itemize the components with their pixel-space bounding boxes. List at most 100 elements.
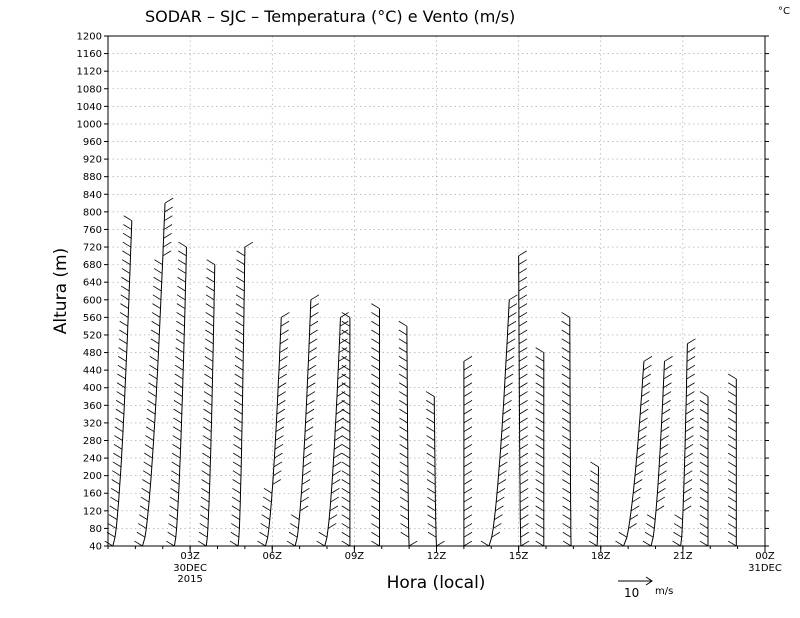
wind-shaft xyxy=(680,343,688,547)
wind-barb-tick xyxy=(400,523,409,529)
wind-barb-tick xyxy=(122,250,131,257)
wind-barb-tick xyxy=(290,514,300,520)
wind-barb-tick xyxy=(519,443,529,450)
wind-barb-tick xyxy=(175,338,185,345)
wind-barb-tick xyxy=(274,443,284,450)
wind-barb-tick xyxy=(174,391,183,397)
y-tick-label: 1200 xyxy=(77,32,102,43)
wind-barb-tick xyxy=(519,452,529,459)
wind-barb-tick xyxy=(310,294,320,301)
wind-barb-tick xyxy=(535,523,544,529)
wind-barb-tick xyxy=(144,452,153,459)
wind-barb-tick xyxy=(339,320,349,327)
wind-barb-tick xyxy=(631,496,641,503)
wind-barb-tick xyxy=(301,487,310,494)
wind-barb-tick xyxy=(501,426,511,433)
wind-barb-tick xyxy=(463,417,473,424)
wind-barb-tick xyxy=(426,461,436,468)
wind-shaft xyxy=(112,220,133,547)
y-tick-label: 40 xyxy=(89,542,102,553)
wind-barb-tick xyxy=(175,356,184,362)
wind-barb-tick xyxy=(123,224,132,230)
wind-barb-tick xyxy=(480,540,490,547)
wind-barb-tick xyxy=(318,531,328,538)
wind-barb-tick xyxy=(727,391,737,397)
x-tick-label: 15Z xyxy=(509,551,529,562)
wind-barb-tick xyxy=(235,312,245,318)
wind-barb-tick xyxy=(173,400,183,406)
wind-barb-tick xyxy=(108,514,118,520)
wind-barb-tick xyxy=(633,479,643,485)
wind-barb-tick xyxy=(341,400,351,406)
wind-barb-tick xyxy=(562,496,571,503)
y-axis-ticks: 40 80 120 160 200 240 280 320 360 400 440 480 520 560… xyxy=(77,32,769,553)
wind-barb-tick xyxy=(341,312,351,318)
wind-barb-tick xyxy=(117,364,127,371)
wind-barb-tick xyxy=(535,364,544,371)
wind-barb-tick xyxy=(273,461,283,468)
wind-barb-tick xyxy=(427,523,437,529)
wind-barb-tick xyxy=(204,356,214,362)
wind-barb-tick xyxy=(497,479,507,485)
wind-barb-tick xyxy=(519,487,529,494)
wind-barb-tick xyxy=(338,347,348,353)
wind-barb-tick xyxy=(399,452,409,459)
wind-barb-tick xyxy=(163,241,172,248)
wind-barb-tick xyxy=(644,531,654,538)
wind-barb-tick xyxy=(280,320,290,327)
wind-barb-tick xyxy=(341,470,351,476)
wind-barb-tick xyxy=(506,338,516,345)
wind-barb-tick xyxy=(199,523,209,529)
wind-barb-tick xyxy=(341,523,351,529)
wind-barb-tick xyxy=(279,347,289,353)
wind-barb-tick xyxy=(661,408,671,415)
wind-barb-tick xyxy=(143,461,153,468)
wind-barb-tick xyxy=(659,443,669,450)
wind-barb-tick xyxy=(727,496,737,503)
wind-barb-tick xyxy=(502,408,512,415)
wind-barb-tick xyxy=(502,417,511,424)
wind-barb-tick xyxy=(174,364,184,371)
corner-unit-label: °C xyxy=(778,6,790,17)
wind-barb-tick xyxy=(109,505,119,512)
wind-shaft xyxy=(324,317,341,547)
wind-barb-tick xyxy=(463,364,473,371)
wind-barb-tick xyxy=(206,259,216,265)
wind-barb-tick xyxy=(699,400,709,406)
wind-barb-tick xyxy=(145,435,154,441)
wind-barb-tick xyxy=(341,408,351,415)
wind-barb-tick xyxy=(341,514,351,520)
wind-barb-tick xyxy=(234,400,243,406)
wind-barb-tick xyxy=(561,320,571,327)
wind-profile xyxy=(104,215,133,547)
wind-profile xyxy=(425,391,445,547)
wind-barb-tick xyxy=(562,443,571,450)
wind-barb-tick xyxy=(426,426,435,433)
wind-barb-tick xyxy=(639,408,649,415)
wind-barb-tick xyxy=(535,382,544,389)
wind-barb-tick xyxy=(629,514,639,520)
wind-barb-tick xyxy=(178,241,187,248)
wind-barb-tick xyxy=(303,452,312,459)
wind-barb-tick xyxy=(499,452,509,459)
wind-barb-tick xyxy=(140,496,150,503)
wind-barb-tick xyxy=(519,382,528,389)
wind-profile xyxy=(727,373,737,547)
wind-barb-tick xyxy=(535,347,544,353)
wind-barb-tick xyxy=(463,382,473,389)
wind-barb-tick xyxy=(276,408,286,415)
wind-barb-tick xyxy=(535,373,544,380)
wind-barb-tick xyxy=(684,452,694,459)
wind-barb-tick xyxy=(562,514,571,520)
wind-barb-tick xyxy=(426,408,435,415)
wind-barb-tick xyxy=(120,285,130,292)
wind-barb-tick xyxy=(590,479,599,485)
wind-barb-tick xyxy=(655,505,665,512)
wind-barb-tick xyxy=(164,206,173,213)
wind-barb-tick xyxy=(637,443,646,450)
wind-barb-tick xyxy=(519,400,528,406)
wind-barb-tick xyxy=(518,276,528,283)
wind-shaft xyxy=(294,299,312,547)
wind-barb-tick xyxy=(146,417,155,424)
wind-barb-tick xyxy=(164,197,174,204)
